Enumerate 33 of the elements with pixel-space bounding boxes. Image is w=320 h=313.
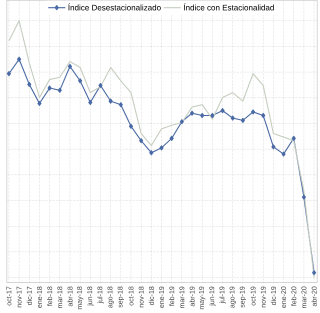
point — [58, 88, 62, 93]
point — [48, 85, 52, 91]
point — [230, 116, 235, 121]
point — [190, 110, 194, 116]
point — [271, 144, 276, 150]
point — [78, 78, 82, 84]
point — [210, 112, 214, 118]
point — [68, 64, 72, 70]
point — [88, 100, 92, 105]
point — [261, 112, 266, 118]
point — [312, 270, 316, 276]
point — [37, 100, 42, 106]
point — [98, 82, 103, 88]
point — [108, 98, 113, 104]
point — [139, 138, 144, 144]
point — [302, 194, 306, 200]
point — [240, 118, 245, 123]
point — [27, 82, 32, 87]
point — [292, 136, 296, 141]
point — [17, 56, 22, 62]
point — [200, 112, 204, 118]
point — [128, 124, 134, 129]
point — [250, 109, 256, 114]
point — [149, 150, 154, 156]
point — [170, 136, 174, 141]
point — [220, 108, 225, 114]
point — [6, 71, 11, 76]
point — [282, 151, 286, 157]
point — [180, 119, 184, 124]
point — [118, 102, 123, 108]
point — [159, 145, 164, 150]
legend-label: Índice Desestacionalizado — [68, 3, 161, 10]
legend-label: Índice con Estacionalidad — [184, 3, 274, 10]
